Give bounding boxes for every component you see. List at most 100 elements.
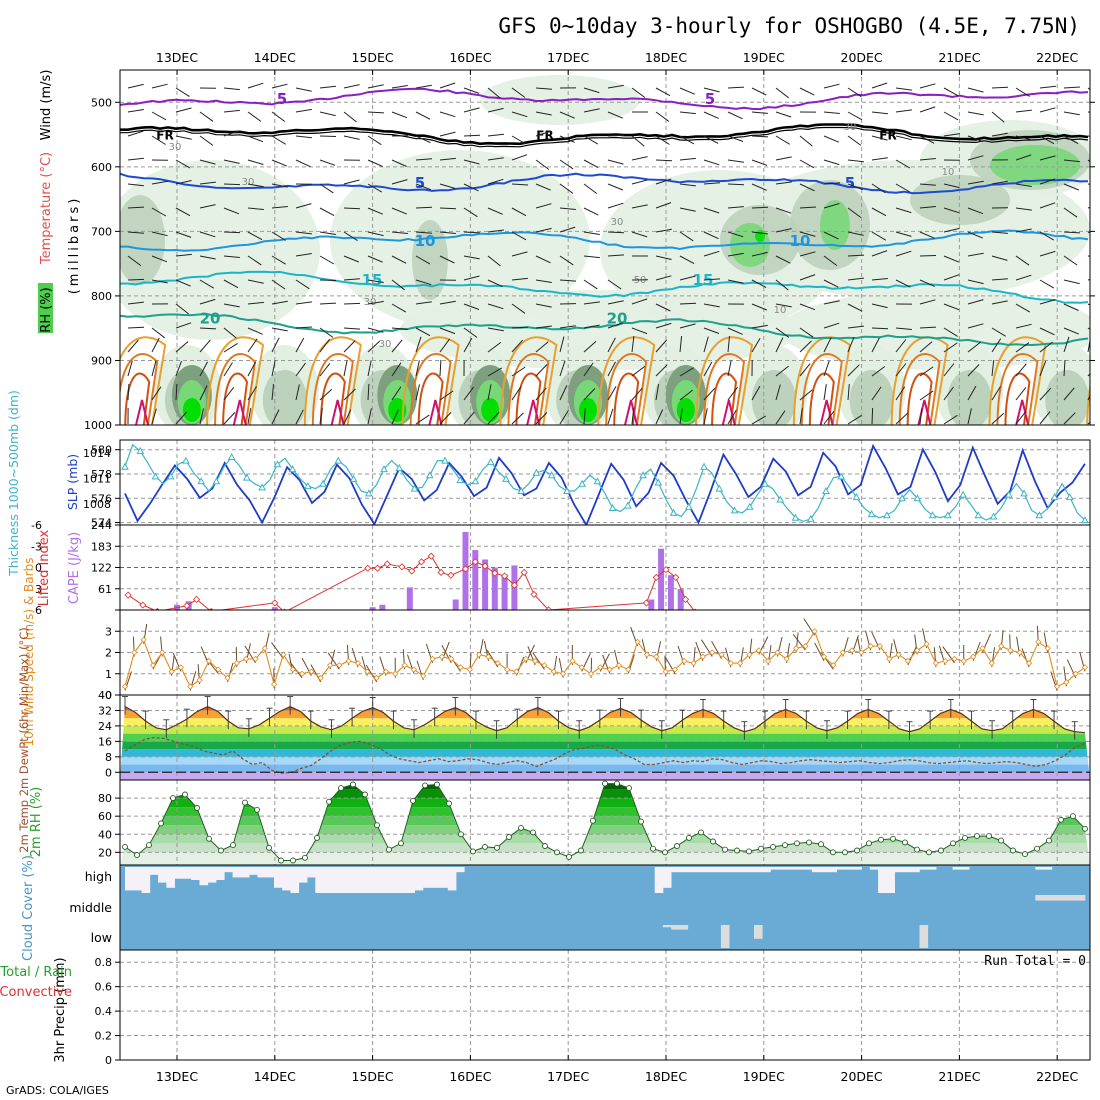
wind-barb xyxy=(1015,154,1032,161)
wind-barb xyxy=(1015,207,1032,211)
rh-shading xyxy=(947,370,992,425)
slp-tick-label: 1011 xyxy=(83,472,111,485)
wind-barb xyxy=(439,207,457,210)
wind-barb xyxy=(199,339,211,353)
thickness-marker xyxy=(959,490,967,498)
cloud-bar xyxy=(878,867,887,893)
thickness-marker xyxy=(1050,493,1059,501)
wind-barb xyxy=(223,386,235,401)
wind-barb xyxy=(727,135,744,142)
cloud-bar xyxy=(381,867,391,893)
temperature-loop xyxy=(401,336,460,425)
wind-barb xyxy=(871,157,888,161)
wind-barb xyxy=(151,279,168,284)
rh-color-band xyxy=(120,798,1090,808)
cloud-bar xyxy=(1060,895,1069,901)
temperature-loop xyxy=(711,372,738,425)
wind-barb xyxy=(151,255,168,263)
wind-speed-marker xyxy=(783,655,790,662)
thickness-marker xyxy=(563,486,571,494)
temp-color-band xyxy=(120,764,1090,773)
cloud-bar xyxy=(232,867,242,878)
wind-barb xyxy=(487,87,501,99)
temperature-loop xyxy=(214,353,257,425)
wind-barb xyxy=(343,327,361,330)
wind-barb xyxy=(295,159,311,168)
date-label-top: 17DEC xyxy=(547,50,589,65)
lifted-index-marker xyxy=(681,595,690,603)
lifted-index-marker xyxy=(364,564,372,572)
wind-barb xyxy=(295,409,304,425)
thickness-marker xyxy=(913,494,922,502)
wind-barb xyxy=(199,279,215,289)
wind-speed-marker xyxy=(205,657,212,665)
wind-speed-marker xyxy=(998,643,1005,650)
cloud-bar xyxy=(770,867,780,870)
wind-barb xyxy=(1063,412,1076,425)
wind-speed-marker xyxy=(830,662,837,669)
y-tick-label: 800 xyxy=(91,290,112,303)
rh-marker xyxy=(566,853,572,860)
wind-barb xyxy=(559,336,565,353)
isoline-label: 5 xyxy=(705,90,715,108)
wind-barb xyxy=(247,135,264,143)
rh-shading xyxy=(910,175,1010,225)
wind-barb xyxy=(175,383,178,401)
lifted-index-marker xyxy=(383,560,391,568)
temperature-peak xyxy=(428,399,443,425)
thickness-marker xyxy=(334,456,343,464)
wind-barb xyxy=(127,83,144,89)
wind-barb xyxy=(895,109,912,113)
cloud-bar xyxy=(274,867,283,888)
lifted-index-marker xyxy=(642,599,651,607)
cloud-bar xyxy=(257,867,266,878)
wind-barb xyxy=(343,360,348,377)
rh-marker xyxy=(398,840,404,847)
date-label-bottom: 16DEC xyxy=(449,1069,491,1084)
credit-label: GrADS: COLA/IGES xyxy=(6,1084,109,1097)
wind-speed-marker xyxy=(653,653,660,660)
thickness-marker xyxy=(867,510,876,518)
rh2m-ylabel: 2m RH (%) xyxy=(29,787,44,858)
thickness-marker xyxy=(197,477,206,485)
temp2m-ylabel: 2m Temp 2m DewPt (6hr Min/Max) (°C) xyxy=(17,627,31,853)
cloud-bar xyxy=(729,867,738,873)
lifted-index-marker xyxy=(398,563,406,571)
temperature-loop xyxy=(1004,372,1031,425)
cloud-bar xyxy=(754,925,763,939)
cloud-bar xyxy=(1043,867,1053,870)
wind-speed-marker xyxy=(737,660,744,667)
wind-barb xyxy=(799,231,816,237)
wind-barb xyxy=(532,652,545,670)
cloud-bar xyxy=(894,867,904,873)
rh2m-panel: 80 60 40 20 xyxy=(98,780,1090,865)
rh-contour-label: 30 xyxy=(242,177,255,188)
lifted-index-marker xyxy=(652,573,660,581)
temperature-loop xyxy=(703,353,746,425)
wind-barb xyxy=(319,327,334,338)
wind-barb xyxy=(1039,178,1056,185)
isoline-label: 10 xyxy=(790,232,811,250)
wind-barb xyxy=(943,227,960,233)
cloud-bar xyxy=(919,867,929,870)
temp-band-below-zero xyxy=(120,772,1090,780)
cloud-bar xyxy=(141,867,151,893)
temperature-peak xyxy=(135,399,149,425)
wind-barb xyxy=(415,206,433,209)
wind-barb xyxy=(799,183,815,192)
wind-barb xyxy=(247,338,258,353)
thickness-marker xyxy=(212,477,221,485)
wind-barb xyxy=(703,250,720,257)
wind-speed-marker xyxy=(541,662,548,669)
wind-barb xyxy=(967,207,984,215)
rh-tick-label: 20 xyxy=(98,846,112,859)
wind-barb xyxy=(223,109,240,113)
rh-marker xyxy=(1070,813,1076,820)
wind-speed-marker xyxy=(895,651,902,658)
wind-barb xyxy=(871,337,880,353)
rh-marker xyxy=(806,839,812,846)
wind-barb xyxy=(1039,411,1051,425)
wind-barb xyxy=(727,159,744,163)
wind-barb xyxy=(247,255,262,266)
wind-barb xyxy=(871,250,888,257)
